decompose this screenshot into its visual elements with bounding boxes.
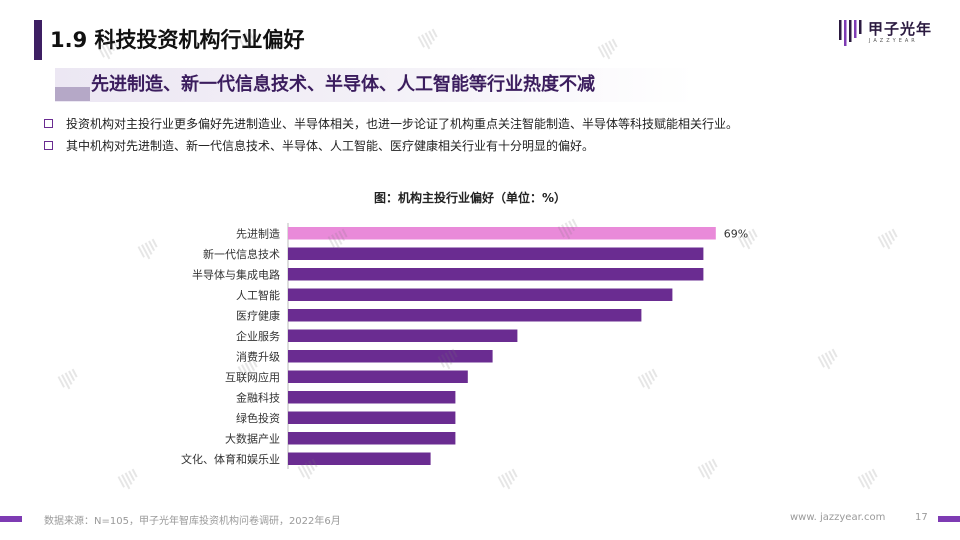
watermark-logo-icon bbox=[437, 348, 458, 370]
bullet-list: 投资机构对主投行业更多偏好先进制造业、半导体相关，也进一步论证了机构重点关注智能… bbox=[44, 116, 924, 160]
bullet-text: 投资机构对主投行业更多偏好先进制造业、半导体相关，也进一步论证了机构重点关注智能… bbox=[66, 117, 739, 131]
category-label: 金融科技 bbox=[236, 390, 280, 404]
category-label: 绿色投资 bbox=[236, 411, 280, 425]
logo-icon bbox=[839, 20, 862, 46]
watermark-logo-icon bbox=[297, 458, 318, 480]
watermark-logo-icon bbox=[817, 348, 838, 370]
watermark-logo-icon bbox=[857, 468, 878, 490]
category-label: 新一代信息技术 bbox=[203, 247, 280, 261]
category-label: 先进制造 bbox=[236, 226, 280, 240]
bar bbox=[288, 432, 456, 445]
bar bbox=[288, 452, 431, 465]
page-title: 1.9 科技投资机构行业偏好 bbox=[50, 28, 305, 52]
category-label: 医疗健康 bbox=[236, 308, 280, 322]
watermark-logo-icon bbox=[117, 468, 138, 490]
category-label: 企业服务 bbox=[236, 329, 280, 343]
watermark-logo-icon bbox=[137, 238, 158, 260]
watermark-logo-icon bbox=[557, 218, 578, 240]
website-link[interactable]: www. jazzyear.com bbox=[790, 512, 886, 523]
title-accent-bar bbox=[34, 20, 42, 60]
bullet-text: 其中机构对先进制造、新一代信息技术、半导体、人工智能、医疗健康相关行业有十分明显… bbox=[66, 139, 595, 153]
bar bbox=[288, 329, 518, 342]
bar bbox=[288, 370, 468, 383]
watermark-logo-icon bbox=[97, 38, 118, 60]
footer-accent-left bbox=[0, 516, 22, 522]
page-number: 17 bbox=[915, 512, 928, 523]
watermark-logo-icon bbox=[237, 358, 258, 380]
bar bbox=[288, 411, 456, 424]
watermark-logo-icon bbox=[877, 228, 898, 250]
watermark-logo-icon bbox=[497, 468, 518, 490]
logo-subtext: JAZZYEAR bbox=[869, 38, 918, 44]
category-label: 互联网应用 bbox=[225, 370, 280, 384]
chart-title: 图：机构主投行业偏好（单位：%） bbox=[374, 190, 566, 205]
category-label: 大数据产业 bbox=[225, 431, 280, 445]
bar bbox=[288, 288, 673, 301]
logo-text: 甲子光年 bbox=[868, 20, 933, 38]
bar bbox=[288, 247, 704, 260]
square-bullet-icon bbox=[44, 119, 53, 128]
watermark-logo-icon bbox=[237, 28, 258, 50]
watermark-logo-icon bbox=[417, 28, 438, 50]
bar-chart: 图：机构主投行业偏好（单位：%） 先进制造 69% 新一代信息技术半导体与集成电路人… bbox=[181, 190, 748, 469]
watermark-logo-icon bbox=[597, 38, 618, 60]
logo: 甲子光年 JAZZYEAR bbox=[838, 16, 938, 52]
footer-accent-right bbox=[938, 516, 960, 522]
subtitle: 先进制造、新一代信息技术、半导体、人工智能等行业热度不减 bbox=[91, 74, 595, 95]
bar bbox=[288, 350, 493, 363]
category-label: 文化、体育和娱乐业 bbox=[181, 452, 280, 466]
watermark-logo-icon bbox=[637, 368, 658, 390]
square-bullet-icon bbox=[44, 141, 53, 150]
watermark-logo-icon bbox=[737, 228, 758, 250]
category-label: 人工智能 bbox=[236, 288, 280, 302]
category-label: 半导体与集成电路 bbox=[192, 267, 280, 281]
subtitle-background bbox=[55, 68, 695, 102]
bar bbox=[288, 227, 716, 240]
bar bbox=[288, 309, 642, 322]
bar bbox=[288, 391, 456, 404]
bullet-item: 其中机构对先进制造、新一代信息技术、半导体、人工智能、医疗健康相关行业有十分明显… bbox=[44, 138, 924, 154]
watermark-logo-icon bbox=[327, 228, 348, 250]
bar bbox=[288, 268, 704, 281]
data-label: 69% bbox=[724, 227, 748, 240]
chart-body: 先进制造 69% 新一代信息技术半导体与集成电路人工智能医疗健康企业服务消费升级互联… bbox=[181, 223, 748, 469]
watermark-logo-icon bbox=[697, 458, 718, 480]
subtitle-accent bbox=[55, 87, 90, 101]
data-source: 数据来源：N=105，甲子光年智库投资机构问卷调研，2022年6月 bbox=[44, 516, 341, 527]
watermark-logo-icon bbox=[57, 368, 78, 390]
category-label: 消费升级 bbox=[236, 349, 280, 363]
bullet-item: 投资机构对主投行业更多偏好先进制造业、半导体相关，也进一步论证了机构重点关注智能… bbox=[44, 116, 924, 132]
